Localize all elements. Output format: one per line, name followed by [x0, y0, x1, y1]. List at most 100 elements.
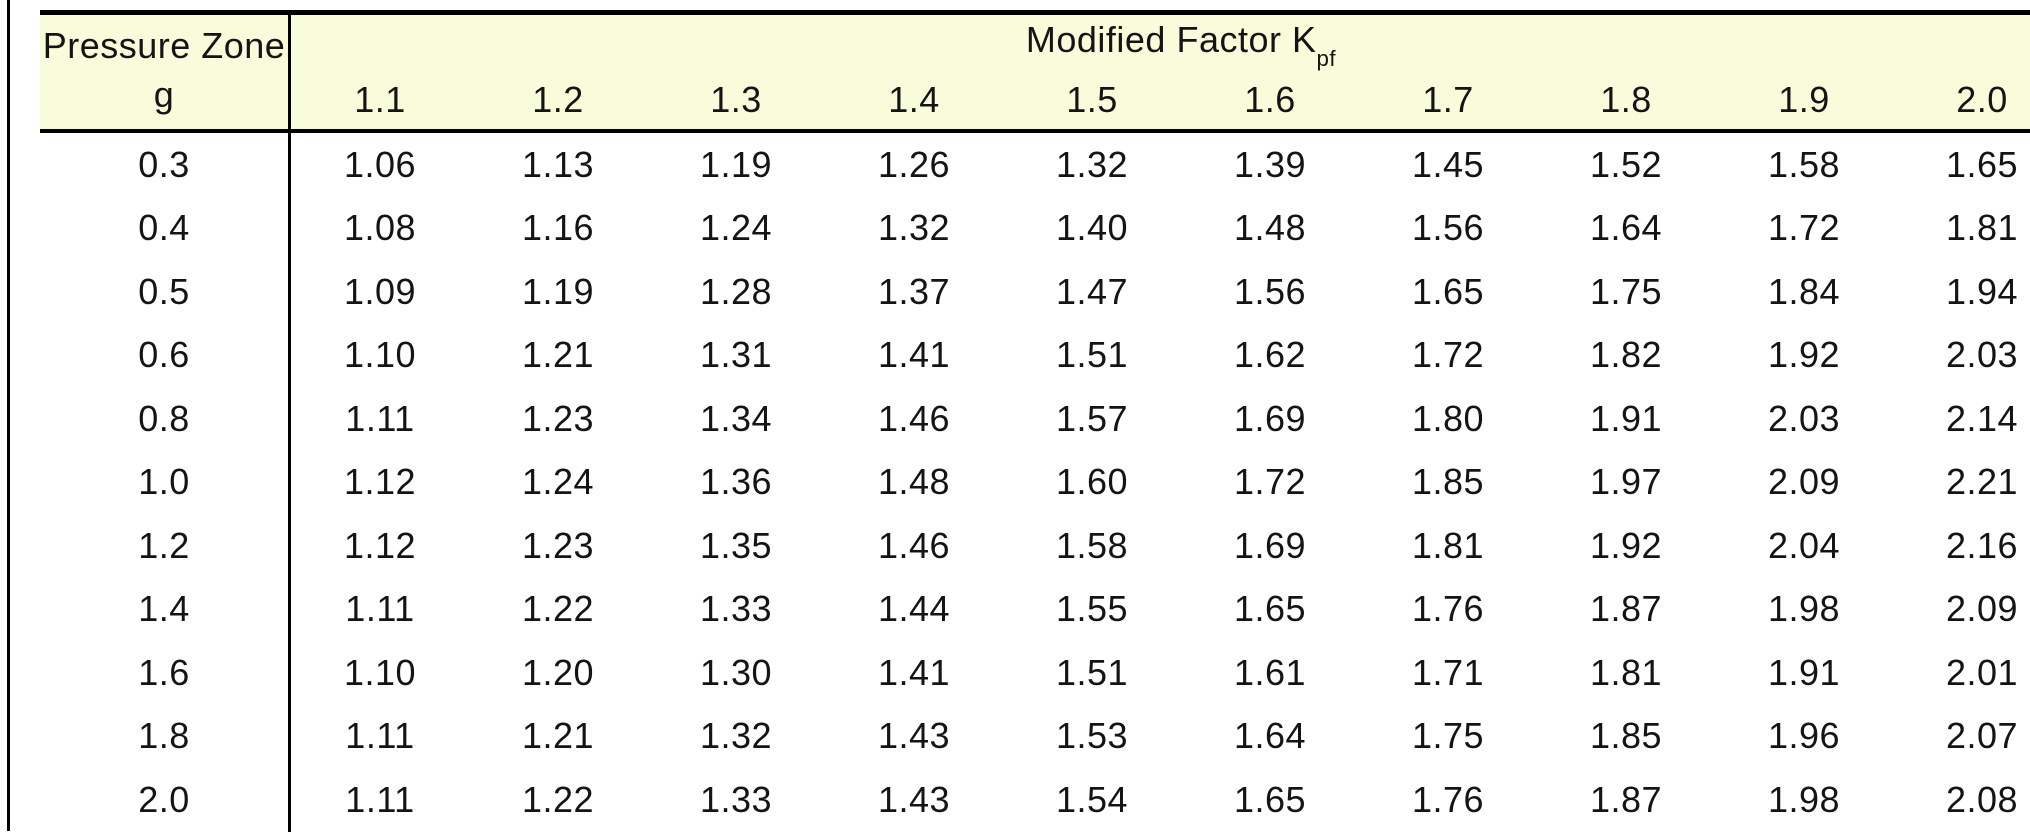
column-header-1.8: 1.8	[1537, 71, 1715, 129]
value-cell: 1.36	[647, 451, 825, 515]
value-text: 1.76	[1411, 778, 1485, 820]
value-text: 1.26	[877, 143, 951, 185]
value-cell: 2.07	[1893, 705, 2030, 769]
value-text: 1.47	[1055, 270, 1129, 312]
column-header-label: 2.0	[1956, 79, 2008, 120]
value-text: 1.41	[877, 651, 951, 693]
value-text: 1.16	[521, 207, 595, 249]
value-text: 1.65	[1233, 588, 1307, 630]
value-cell: 1.85	[1537, 705, 1715, 769]
value-text: 2.04	[1767, 524, 1841, 566]
value-text: 2.01	[1945, 651, 2019, 693]
row-label: 1.4	[138, 588, 190, 630]
value-text: 1.62	[1233, 334, 1307, 376]
value-cell: 1.91	[1715, 641, 1893, 705]
value-cell: 1.76	[1359, 578, 1537, 642]
value-cell: 1.21	[469, 324, 647, 388]
value-text: 1.54	[1055, 778, 1129, 820]
value-text: 1.24	[699, 207, 773, 249]
value-cell: 1.19	[647, 133, 825, 197]
value-cell: 2.04	[1715, 514, 1893, 578]
row-header-line1: Pressure Zone	[42, 24, 286, 66]
value-text: 1.11	[345, 588, 415, 630]
row-label-cell: 0.4	[40, 196, 291, 260]
row-label-cell: 2.0	[40, 768, 291, 832]
value-text: 1.46	[877, 524, 951, 566]
value-cell: 1.58	[1715, 133, 1893, 197]
value-text: 1.55	[1055, 588, 1129, 630]
value-cell: 2.03	[1715, 387, 1893, 451]
value-text: 1.81	[1589, 651, 1663, 693]
value-cell: 1.92	[1537, 514, 1715, 578]
row-label-cell: 1.8	[40, 704, 291, 768]
value-cell: 1.33	[647, 768, 825, 832]
column-header-2.0: 2.0	[1893, 71, 2030, 129]
value-cell: 1.69	[1181, 514, 1359, 578]
value-text: 2.03	[1945, 334, 2019, 376]
value-text: 1.69	[1233, 397, 1307, 439]
value-text: 1.11	[345, 778, 415, 820]
value-cell: 1.24	[469, 451, 647, 515]
value-cell: 1.10	[291, 641, 469, 705]
value-cell: 1.22	[469, 578, 647, 642]
value-cell: 2.21	[1893, 451, 2030, 515]
value-text: 1.91	[1767, 651, 1841, 693]
column-header-label: 1.5	[1066, 79, 1118, 120]
value-text: 1.37	[877, 270, 951, 312]
value-text: 1.23	[521, 397, 595, 439]
value-text: 1.43	[877, 715, 951, 757]
row-label-cell: 0.6	[40, 323, 291, 387]
value-cell: 1.54	[1003, 768, 1181, 832]
value-text: 1.22	[521, 588, 595, 630]
value-cell: 1.87	[1537, 768, 1715, 832]
value-text: 1.11	[345, 397, 415, 439]
value-text: 1.19	[699, 143, 773, 185]
value-cell: 1.91	[1537, 387, 1715, 451]
column-header-1.4: 1.4	[825, 71, 1003, 129]
row-label: 0.3	[138, 143, 190, 185]
value-cell: 1.39	[1181, 133, 1359, 197]
row-label-cell: 1.4	[40, 577, 291, 641]
value-text: 1.75	[1589, 270, 1663, 312]
value-text: 1.32	[1055, 143, 1129, 185]
column-header-1.2: 1.2	[469, 71, 647, 129]
value-cell: 1.52	[1537, 133, 1715, 197]
value-cell: 1.16	[469, 197, 647, 261]
value-text: 1.21	[521, 715, 595, 757]
row-label: 1.0	[138, 461, 190, 503]
value-cell: 1.60	[1003, 451, 1181, 515]
row-label: 0.5	[138, 270, 190, 312]
value-cell: 1.24	[647, 197, 825, 261]
row-label: 0.6	[138, 334, 190, 376]
value-text: 1.80	[1411, 397, 1485, 439]
value-text: 1.43	[877, 778, 951, 820]
value-text: 1.64	[1233, 715, 1307, 757]
value-cell: 2.03	[1893, 324, 2030, 388]
value-text: 1.48	[877, 461, 951, 503]
value-cell: 1.82	[1537, 324, 1715, 388]
column-group-title: Modified Factor Kpf	[291, 15, 2030, 71]
value-text: 1.52	[1589, 143, 1663, 185]
value-text: 1.85	[1589, 715, 1663, 757]
value-cell: 1.85	[1359, 451, 1537, 515]
value-cell: 1.48	[825, 451, 1003, 515]
value-text: 1.51	[1055, 651, 1129, 693]
column-header-1.5: 1.5	[1003, 71, 1181, 129]
value-text: 1.30	[699, 651, 773, 693]
column-header-label: 1.9	[1778, 79, 1830, 120]
value-text: 1.35	[699, 524, 773, 566]
value-cell: 1.48	[1181, 197, 1359, 261]
value-text: 1.72	[1411, 334, 1485, 376]
value-cell: 1.06	[291, 133, 469, 197]
value-text: 1.12	[343, 524, 417, 566]
value-cell: 1.28	[647, 260, 825, 324]
row-label: 1.8	[138, 715, 190, 757]
value-text: 1.13	[521, 143, 595, 185]
value-cell: 1.72	[1715, 197, 1893, 261]
value-cell: 1.08	[291, 197, 469, 261]
value-text: 1.34	[699, 397, 773, 439]
value-cell: 1.11	[291, 578, 469, 642]
value-text: 1.72	[1767, 207, 1841, 249]
value-text: 1.32	[699, 715, 773, 757]
value-cell: 1.43	[825, 705, 1003, 769]
